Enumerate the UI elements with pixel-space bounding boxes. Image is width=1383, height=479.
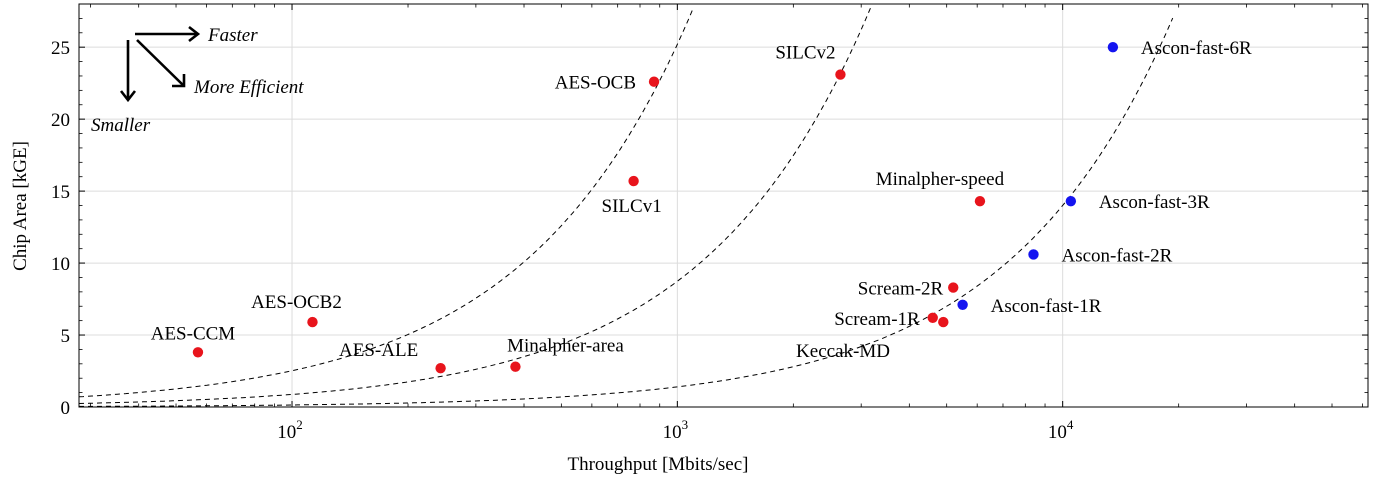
x-axis-label: Throughput [Mbits/sec] [567,454,748,475]
y-tick-label: 25 [51,38,70,59]
axis-ticks: 102 103 104 0 5 10 15 20 25 [51,4,1368,443]
data-point [1028,249,1039,260]
data-point [1107,41,1119,53]
data-point [435,362,446,374]
faster-arrowhead [188,25,201,43]
data-point [192,347,204,358]
point-label: Minalpher-area [507,336,624,357]
point-label: AES-OCB2 [251,292,342,313]
point-label: Ascon-fast-2R [1061,245,1172,266]
point-label: AES-OCB [555,73,636,94]
y-tick-label: 10 [51,254,70,275]
smaller-label: Smaller [91,115,151,136]
data-point [948,282,959,293]
point-label: AES-ALE [339,340,418,361]
x-tick-label: 102 [277,417,303,443]
efficiency-curve [79,17,1174,407]
y-tick-label: 20 [51,110,70,131]
curve-label: Keccak-MD [796,341,890,362]
data-point [974,195,986,207]
data-point [835,69,846,80]
data-point [938,316,949,328]
efficiency-curves [78,6,1174,407]
point-label: AES-CCM [151,323,236,344]
x-tick-label: 103 [663,417,689,443]
smaller-arrowhead [119,90,137,103]
efficient-arrow [136,39,185,87]
y-tick-label: 15 [51,182,70,203]
efficiency-curve [78,8,694,398]
point-label: Scream-2R [858,279,944,300]
point-label: Ascon-fast-6R [1141,38,1252,59]
efficiency-curve [78,6,872,404]
point-label: Ascon-fast-3R [1099,192,1210,213]
point-label: SILCv2 [775,43,835,64]
faster-label: Faster [207,25,258,46]
x-tick-label: 104 [1048,417,1074,443]
data-points [192,41,1119,374]
data-point [307,316,318,328]
y-axis-label: Chip Area [kGE] [10,141,31,271]
y-tick-label: 5 [61,326,71,347]
point-label: Scream-1R [834,309,920,330]
point-label: Minalpher-speed [876,169,1005,190]
data-point [628,175,639,187]
data-point [1065,195,1077,207]
y-tick-label: 0 [61,398,71,419]
direction-arrows [119,25,201,103]
efficient-arrowhead [172,74,186,88]
data-point [957,299,968,311]
data-point [927,312,938,323]
point-labels: AES-CCM AES-OCB2 AES-ALE Minalpher-area SILC… [151,38,1252,362]
data-point [648,76,660,87]
efficient-label: More Efficient [193,77,304,98]
data-point [510,361,521,372]
point-label: Ascon-fast-1R [991,296,1102,317]
point-label: SILCv1 [602,196,662,217]
